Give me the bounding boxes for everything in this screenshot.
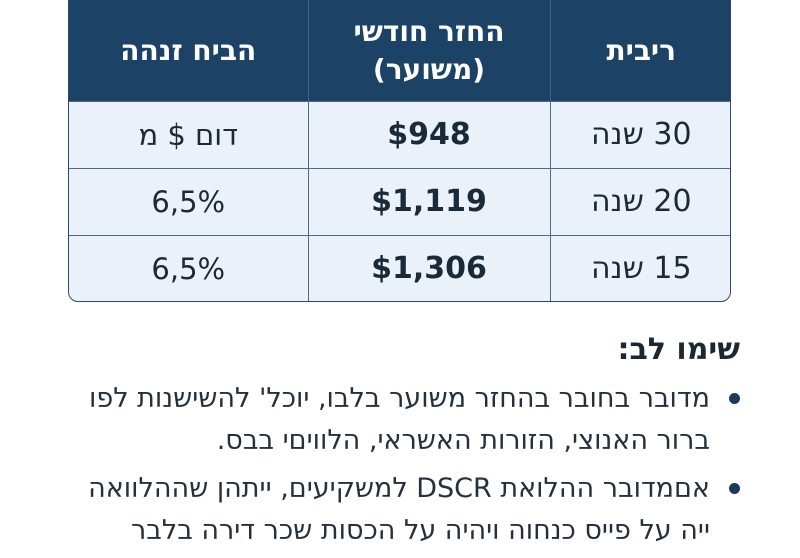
bullet-icon <box>729 483 740 494</box>
notes-title: שימו לב: <box>617 332 740 367</box>
loan-comparison-table: ריבית החזר חודשי (משוער) הביח זנהה 30 שנ… <box>69 0 730 301</box>
loan-table-container: ריבית החזר חודשי (משוער) הביח זנהה 30 שנ… <box>68 0 731 302</box>
note-text: מדובר בחובר בהחזר משוער בלבו, יוכל' להשי… <box>89 383 710 456</box>
table-header-row: ריבית החזר חודשי (משוער) הביח זנהה <box>69 0 730 101</box>
note-text: אםמדובר ההלואת DSCR למשקיעים, ייתהן שההל… <box>88 473 710 546</box>
notes-section: שימו לב: מדובר בחובר בהחזר משוער בלבו, י… <box>80 330 740 558</box>
header-term: ריבית <box>549 0 730 101</box>
cell-payment: $948 <box>307 101 550 168</box>
cell-rate: 6,5% <box>151 251 226 286</box>
cell-payment: $1,119 <box>307 168 550 235</box>
cell-term: 30 שנה <box>549 101 730 168</box>
bullet-icon <box>729 393 740 404</box>
table-row: 20 שנה $1,119 6,5% <box>69 168 730 235</box>
list-item: אםמדובר ההלואת DSCR למשקיעים, ייתהן שההל… <box>80 468 740 552</box>
cell-term: 15 שנה <box>549 235 730 301</box>
cell-rate: דום $ מ <box>138 117 239 152</box>
header-rate: הביח זנהה <box>120 33 257 67</box>
notes-list: מדובר בחובר בהחזר משוער בלבו, יוכל' להשי… <box>80 378 740 552</box>
table-row: 30 שנה $948 דום $ מ <box>69 101 730 168</box>
cell-payment: $1,306 <box>307 235 550 301</box>
cell-term: 20 שנה <box>549 168 730 235</box>
header-monthly-payment: החזר חודשי (משוער) <box>307 0 550 101</box>
cell-rate: 6,5% <box>151 184 226 219</box>
table-row: 15 שנה $1,306 6,5% <box>69 235 730 301</box>
list-item: מדובר בחובר בהחזר משוער בלבו, יוכל' להשי… <box>80 378 740 462</box>
